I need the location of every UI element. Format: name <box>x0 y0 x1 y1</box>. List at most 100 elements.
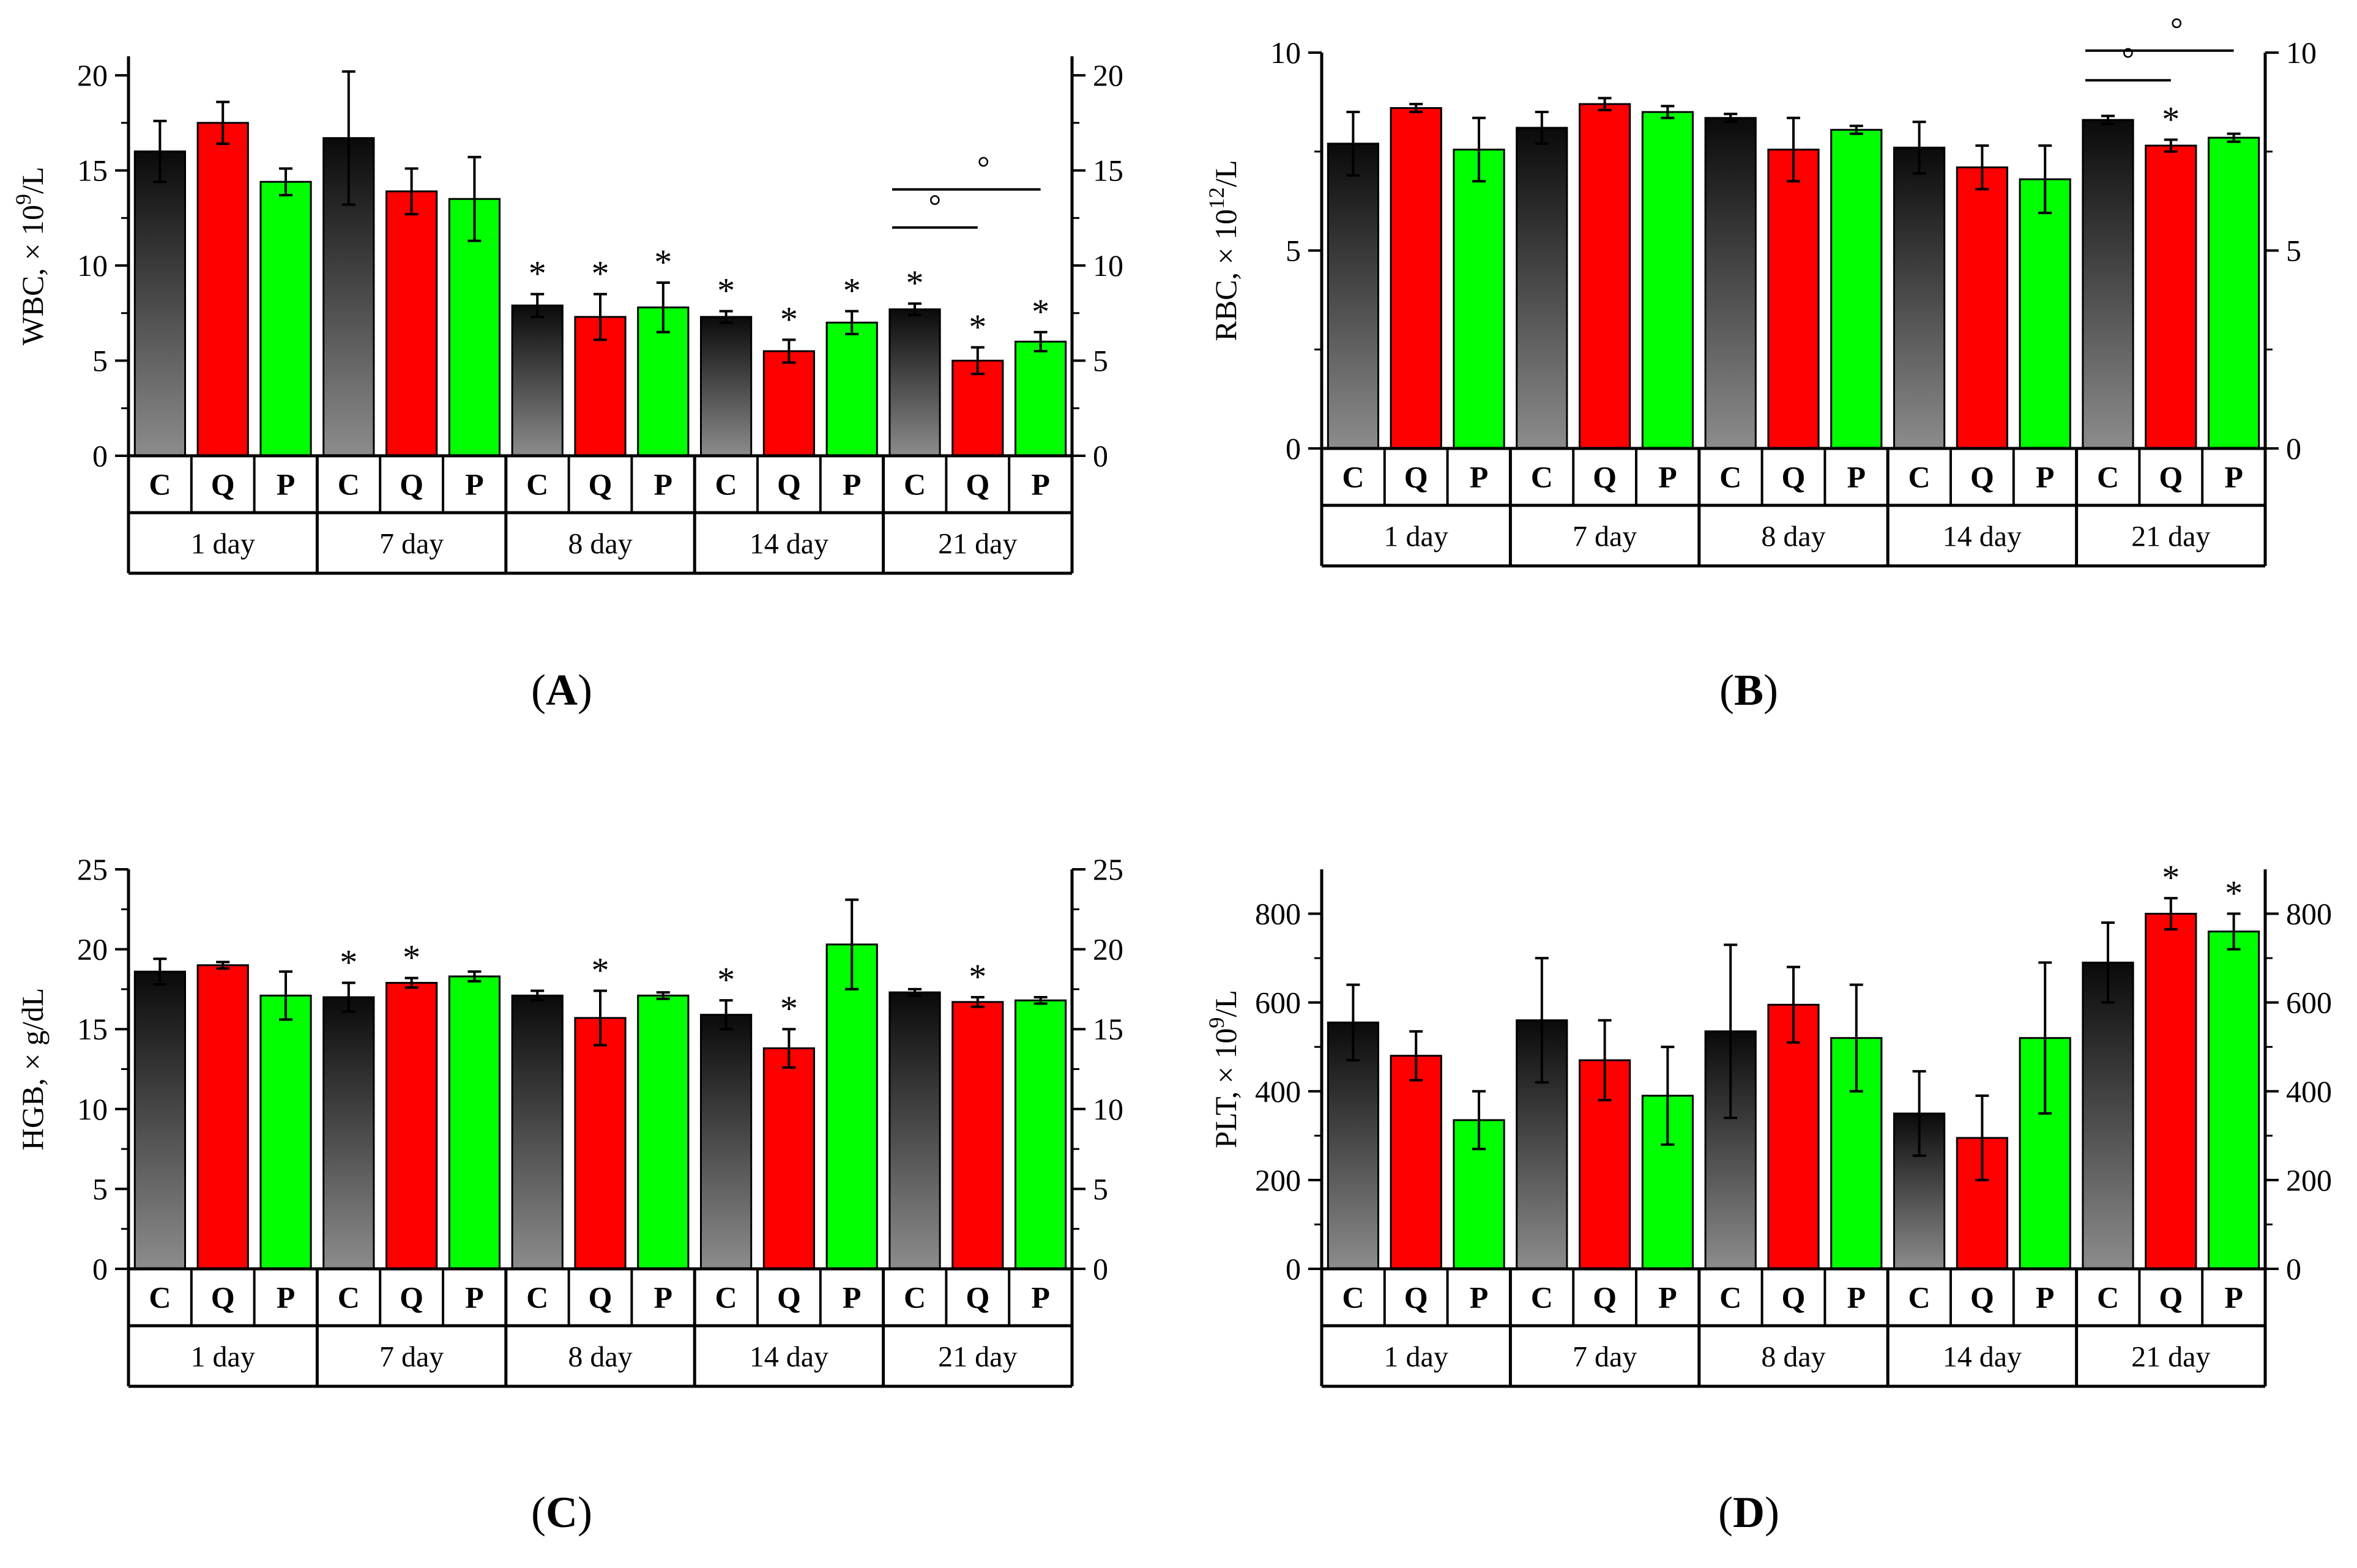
bar-P-2 <box>1641 111 1694 450</box>
bar-P-5 <box>1015 340 1067 457</box>
y-tick-label-right: 0 <box>1093 1252 1108 1286</box>
group-letter: C <box>338 1280 360 1315</box>
day-label: 14 day <box>750 1341 828 1373</box>
bar-C-2 <box>1516 127 1568 450</box>
y-tick-label-left: 5 <box>92 344 108 378</box>
panel-d: * * 0 0 200 200 400 400 600 600 800 800 C Q P C Q P C Q P C Q P… <box>1204 858 2332 1537</box>
y-tick-label-right: 15 <box>1093 154 1123 188</box>
bar-P-3 <box>1830 128 1883 450</box>
group-letter: P <box>277 467 296 502</box>
y-tick-label-right: 800 <box>2286 897 2332 931</box>
significance-circle: ° <box>2170 12 2183 47</box>
group-letter: C <box>526 1280 548 1315</box>
bar-P-3 <box>637 994 690 1270</box>
significance-star: * <box>717 271 735 311</box>
bar-C-4 <box>700 1014 753 1270</box>
significance-star: * <box>969 307 986 347</box>
group-letter: C <box>2097 460 2119 494</box>
group-letter: Q <box>966 1280 989 1315</box>
group-letter: P <box>1658 460 1677 494</box>
group-letter: P <box>1658 1280 1677 1315</box>
bar-Q-2 <box>385 190 438 457</box>
bar-C-5 <box>888 991 941 1270</box>
group-letter: Q <box>211 467 235 502</box>
significance-star: * <box>2162 858 2180 897</box>
y-tick-label-left: 0 <box>92 1252 108 1286</box>
significance-star: * <box>2225 874 2243 913</box>
bar-Q-1 <box>196 122 249 457</box>
y-tick-label-left: 5 <box>92 1172 108 1206</box>
y-tick-label-left: 0 <box>1286 431 1301 466</box>
y-tick-label-right: 25 <box>1093 852 1123 886</box>
bar-C-2 <box>322 996 375 1270</box>
bar-P-5 <box>1015 999 1067 1270</box>
significance-star: * <box>1032 292 1049 332</box>
group-letter: Q <box>2159 1280 2183 1315</box>
group-letter: C <box>149 1280 171 1315</box>
day-label: 1 day <box>191 1341 255 1373</box>
significance-circle: ° <box>2121 42 2134 76</box>
y-tick-label-left: 15 <box>77 1012 108 1046</box>
significance-star: * <box>592 254 609 294</box>
bar-P-4 <box>825 321 878 457</box>
group-letter: Q <box>1782 460 1806 494</box>
group-letter: P <box>843 1280 862 1315</box>
group-letter: Q <box>1404 460 1428 494</box>
y-tick-label-right: 0 <box>2286 1252 2301 1286</box>
panel-d-ylabel: PLT, × 109/L <box>1204 990 1243 1148</box>
bar-P-4 <box>825 943 878 1270</box>
y-tick-label-right: 0 <box>1093 439 1108 473</box>
panel-b-marks: * ° ° 0 0 5 5 10 10 C Q P C Q P C Q P C Q P C Q P 1 day 7 day 8 da… <box>1270 12 2317 568</box>
y-tick-label-right: 200 <box>2286 1163 2332 1197</box>
panel-b-label: (B) <box>1719 666 1778 715</box>
group-letter: C <box>1908 460 1931 494</box>
group-letter: P <box>2224 1280 2243 1315</box>
bar-P-1 <box>1453 149 1505 450</box>
y-tick-label-left: 20 <box>77 932 108 967</box>
significance-star: * <box>906 263 924 303</box>
group-letter: Q <box>1593 460 1617 494</box>
group-letter: Q <box>1782 1280 1806 1315</box>
group-letter: P <box>465 467 484 502</box>
group-letter: Q <box>400 467 423 502</box>
y-tick-label-left: 25 <box>77 852 108 886</box>
day-label: 1 day <box>1384 1341 1448 1373</box>
panel-a: * * * * * * * * * ° ° 0 0 5 5 10 10 15 15 20 20 C Q P C Q P C Q P C Q P C… <box>11 56 1123 715</box>
significance-star: * <box>843 271 861 311</box>
group-letter: Q <box>1970 1280 1994 1315</box>
group-letter: P <box>465 1280 484 1315</box>
group-letter: Q <box>777 1280 801 1315</box>
y-tick-label-left: 400 <box>1255 1074 1301 1109</box>
y-tick-label-right: 15 <box>1093 1012 1123 1046</box>
y-tick-label-right: 5 <box>1093 344 1108 378</box>
y-tick-label-left: 600 <box>1255 986 1301 1020</box>
group-letter: Q <box>966 467 989 502</box>
bar-Q-1 <box>1390 107 1442 450</box>
group-letter: P <box>1031 467 1050 502</box>
y-tick-label-right: 20 <box>1093 932 1123 967</box>
y-tick-label-left: 0 <box>1286 1252 1301 1286</box>
group-letter: P <box>2224 460 2243 494</box>
panel-a-ylabel: WBC, × 109/L <box>11 166 50 345</box>
bar-P-1 <box>259 180 312 457</box>
day-label: 8 day <box>568 528 632 560</box>
group-letter: Q <box>777 467 801 502</box>
significance-star: * <box>529 254 546 294</box>
panel-c: * * * * * * 0 0 5 5 10 10 15 15 20 20 25 25 C Q P C Q P C Q P C Q P C Q… <box>15 852 1123 1537</box>
day-label: 8 day <box>568 1341 632 1373</box>
day-label: 7 day <box>379 528 444 560</box>
significance-star: * <box>403 938 420 978</box>
group-letter: P <box>843 467 862 502</box>
group-letter: C <box>715 1280 737 1315</box>
panel-a-marks: * * * * * * * * * ° ° 0 0 5 5 10 10 15 15 20 20 C Q P C Q P C Q P C Q P C… <box>77 56 1123 575</box>
significance-star: * <box>717 960 735 1000</box>
bar-C-5 <box>2082 961 2134 1270</box>
group-letter: Q <box>211 1280 235 1315</box>
bar-C-3 <box>511 304 564 457</box>
significance-star: * <box>592 951 609 990</box>
day-label: 8 day <box>1761 521 1825 553</box>
group-letter: P <box>2036 460 2055 494</box>
group-letter: C <box>1531 1280 1553 1315</box>
group-letter: C <box>1342 1280 1364 1315</box>
bar-P-5 <box>2208 931 2260 1270</box>
